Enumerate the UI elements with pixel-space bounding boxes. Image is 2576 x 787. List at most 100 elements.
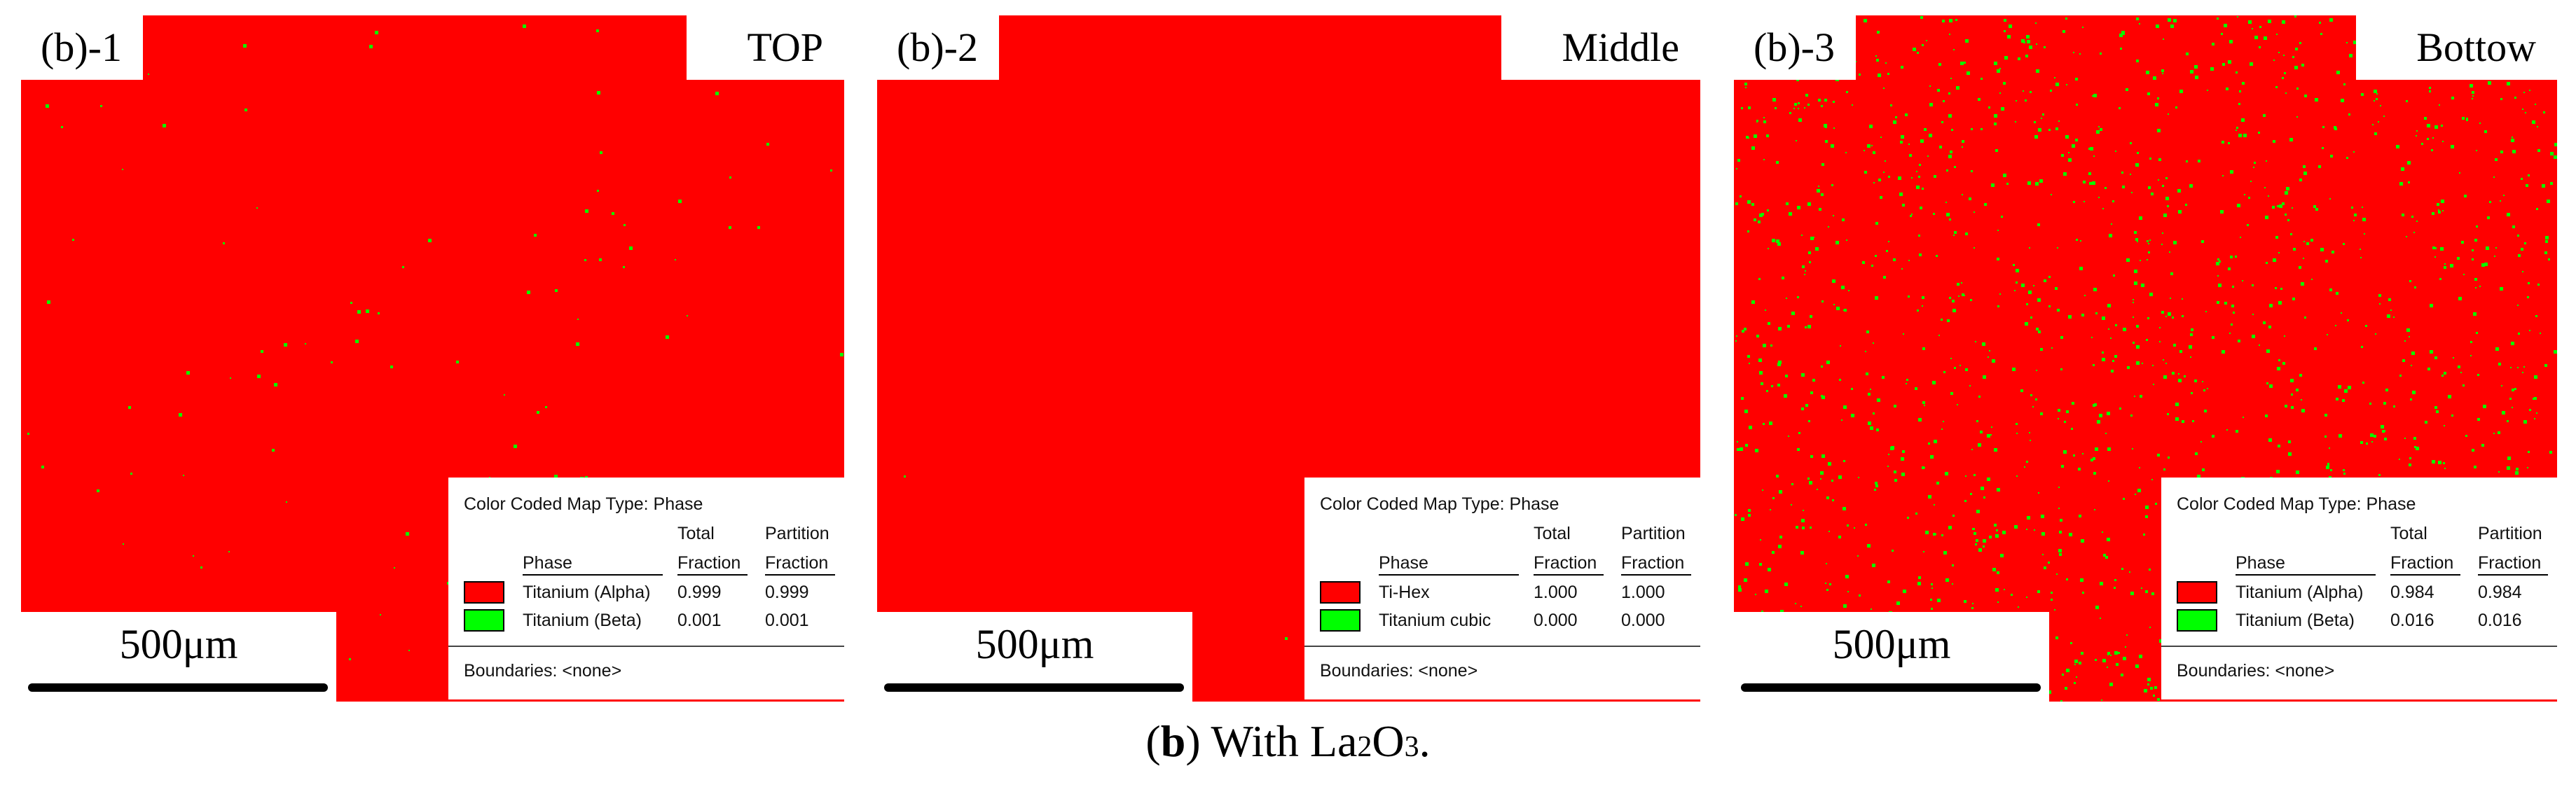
beta-phase-speck	[1735, 340, 1737, 342]
beta-phase-speck	[244, 109, 247, 111]
beta-phase-speck	[2236, 130, 2237, 131]
beta-phase-speck	[1902, 450, 1905, 453]
beta-phase-speck	[2143, 534, 2145, 536]
beta-phase-speck	[2406, 236, 2407, 237]
beta-phase-speck	[1798, 118, 1802, 122]
beta-phase-speck	[408, 650, 410, 651]
beta-phase-speck	[1952, 583, 1953, 585]
beta-phase-speck	[375, 31, 378, 34]
beta-phase-speck	[1744, 83, 1747, 85]
beta-phase-speck	[1748, 514, 1751, 517]
beta-phase-speck	[2416, 221, 2418, 222]
beta-phase-speck	[2425, 421, 2427, 424]
beta-phase-speck	[2121, 31, 2125, 34]
beta-phase-speck	[2276, 34, 2278, 35]
beta-phase-speck	[1948, 155, 1952, 158]
beta-phase-speck	[390, 365, 393, 368]
beta-phase-speck	[2388, 298, 2391, 301]
beta-phase-speck	[1285, 637, 1288, 640]
beta-phase-speck	[2303, 258, 2304, 259]
beta-phase-speck	[2136, 18, 2139, 20]
beta-phase-speck	[1875, 55, 1877, 57]
beta-phase-speck	[1920, 139, 1924, 143]
beta-phase-speck	[1997, 571, 1999, 574]
beta-phase-speck	[2150, 687, 2153, 690]
beta-phase-speck	[2060, 519, 2062, 522]
beta-phase-speck	[2550, 182, 2553, 185]
beta-phase-speck	[230, 377, 231, 379]
beta-phase-speck	[1766, 390, 1768, 392]
beta-phase-speck	[1946, 213, 1950, 216]
beta-phase-speck	[2444, 425, 2445, 426]
beta-phase-speck	[2484, 130, 2487, 133]
beta-phase-speck	[2236, 430, 2238, 433]
total-fraction-header: Fraction	[677, 553, 741, 573]
beta-phase-speck	[2399, 459, 2400, 460]
beta-phase-speck	[1821, 105, 1823, 107]
beta-phase-speck	[2432, 246, 2435, 249]
beta-phase-speck	[2404, 340, 2406, 342]
beta-phase-speck	[1824, 99, 1827, 102]
beta-phase-speck	[2130, 415, 2133, 417]
beta-phase-speck	[2021, 39, 2025, 43]
beta-phase-speck	[2393, 405, 2395, 408]
caption-subscript: 3	[1404, 731, 1419, 763]
beta-phase-speck	[2431, 149, 2433, 151]
beta-phase-speck	[2041, 515, 2044, 518]
beta-phase-speck	[1801, 373, 1805, 377]
beta-phase-speck	[2202, 381, 2203, 382]
beta-phase-speck	[2411, 365, 2412, 366]
beta-phase-speck	[1868, 422, 1871, 425]
beta-phase-speck	[2051, 347, 2053, 349]
beta-phase-speck	[2510, 367, 2512, 368]
beta-phase-speck	[2545, 236, 2549, 239]
beta-phase-speck	[1801, 519, 1805, 522]
beta-phase-speck	[2139, 216, 2142, 220]
beta-phase-speck	[2304, 95, 2307, 97]
beta-phase-speck	[1900, 141, 1903, 144]
beta-phase-speck	[2108, 480, 2109, 482]
beta-phase-speck	[1980, 431, 1983, 433]
beta-phase-speck	[2413, 437, 2416, 440]
beta-phase-speck	[1922, 305, 1923, 307]
beta-phase-speck	[1960, 62, 1964, 65]
beta-phase-speck	[2336, 292, 2339, 295]
beta-phase-speck	[1995, 149, 1998, 152]
beta-phase-speck	[2072, 144, 2075, 148]
beta-phase-speck	[1939, 146, 1942, 148]
beta-phase-speck	[2512, 389, 2514, 391]
beta-phase-speck	[2365, 325, 2367, 327]
beta-phase-speck	[1926, 40, 1927, 41]
beta-phase-speck	[1875, 296, 1878, 300]
phase-legend: Color Coded Map Type: Phase Total Partit…	[448, 478, 844, 702]
beta-phase-speck	[1915, 513, 1917, 515]
beta-phase-speck	[2163, 468, 2165, 471]
beta-phase-speck	[2076, 104, 2078, 106]
beta-phase-speck	[1875, 485, 1878, 487]
beta-phase-speck	[2372, 124, 2374, 125]
beta-phase-speck	[2189, 184, 2193, 188]
beta-phase-speck	[1865, 351, 1866, 352]
beta-phase-speck	[2472, 258, 2474, 260]
beta-phase-speck	[193, 555, 194, 557]
beta-phase-speck	[1997, 230, 1999, 231]
beta-phase-speck	[1833, 215, 1834, 216]
beta-phase-speck	[2100, 618, 2101, 619]
beta-phase-speck	[2507, 420, 2509, 422]
beta-phase-speck	[2026, 303, 2028, 305]
scale-bar	[28, 683, 328, 692]
beta-phase-speck	[1916, 186, 1920, 189]
beta-phase-speck	[1875, 255, 1877, 257]
beta-phase-speck	[2258, 132, 2260, 134]
beta-phase-speck	[1996, 529, 1998, 531]
beta-phase-speck	[2092, 181, 2095, 185]
beta-phase-speck	[1987, 434, 1990, 438]
beta-phase-speck	[1759, 371, 1763, 375]
beta-phase-speck	[2119, 107, 2121, 109]
beta-phase-speck	[2179, 90, 2183, 93]
beta-phase-speck	[715, 92, 719, 95]
beta-phase-speck	[2507, 457, 2511, 460]
beta-phase-speck	[1779, 536, 1782, 538]
beta-phase-speck	[687, 315, 688, 316]
beta-phase-speck	[243, 44, 247, 48]
